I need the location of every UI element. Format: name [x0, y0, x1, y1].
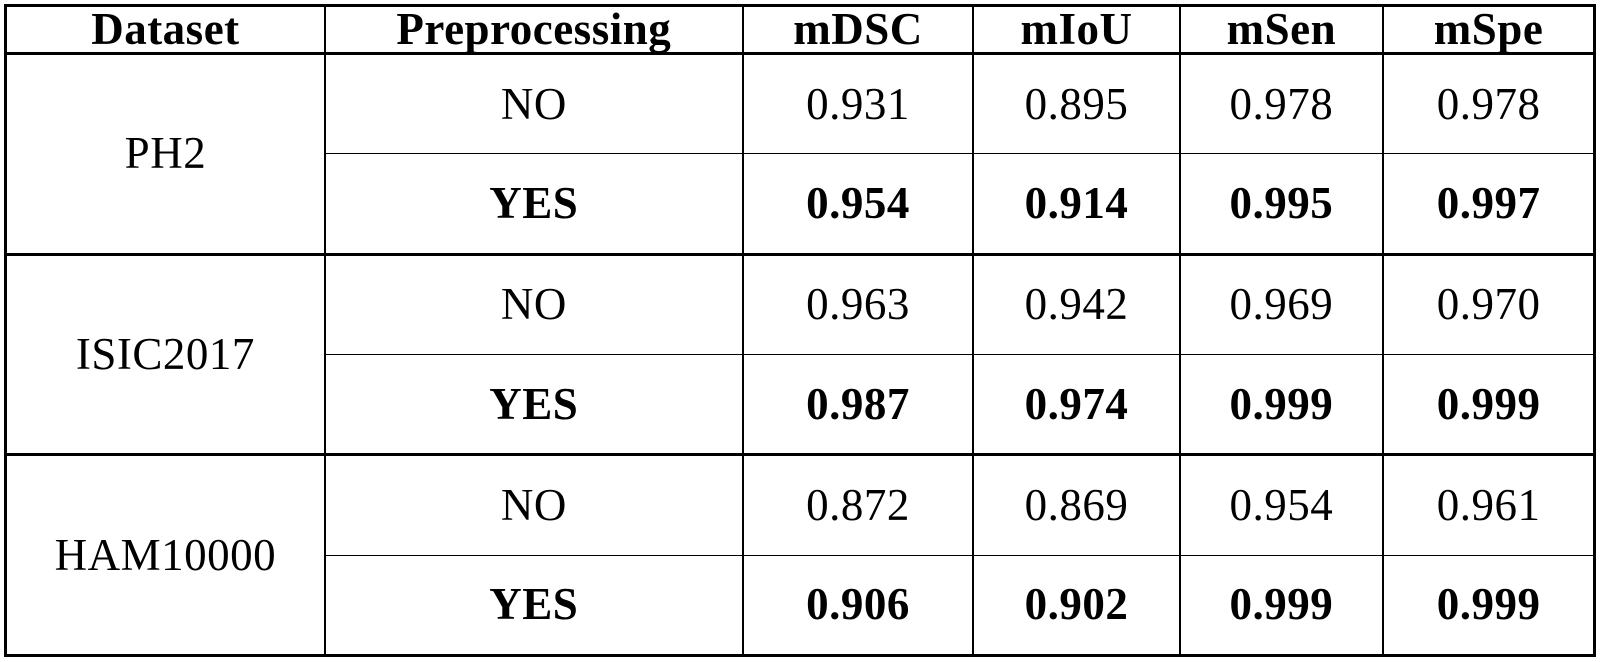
preprocessing-cell: NO	[323, 252, 744, 355]
column-header-miou: mIoU	[972, 5, 1181, 55]
dataset-cell-ph2: PH2	[4, 52, 326, 255]
metric-cell-mdsc: 0.954	[741, 153, 975, 255]
table-row-isic2017-yes: YES 0.987 0.974 0.999 0.999	[6, 353, 1596, 456]
metric-cell-mspe: 0.961	[1382, 453, 1596, 556]
metric-cell-mspe: 0.970	[1382, 252, 1596, 355]
metric-cell-msen: 0.995	[1178, 153, 1385, 255]
metric-cell-mspe: 0.997	[1382, 153, 1596, 255]
column-header-dataset: Dataset	[4, 5, 326, 55]
column-header-mdsc: mDSC	[741, 5, 975, 55]
metric-cell-miou: 0.942	[972, 252, 1181, 355]
metric-cell-msen: 0.954	[1178, 453, 1385, 556]
table-row-ph2-no: PH2 NO 0.931 0.895 0.978 0.978	[4, 51, 1596, 255]
preprocessing-cell: NO	[323, 51, 744, 155]
metric-cell-mdsc: 0.872	[741, 453, 975, 556]
column-header-mspe: mSpe	[1382, 5, 1596, 55]
preprocessing-cell: YES	[323, 554, 744, 657]
metric-cell-msen: 0.969	[1178, 252, 1385, 355]
metric-cell-msen: 0.978	[1178, 51, 1385, 155]
dataset-cell-isic2017: ISIC2017	[4, 252, 326, 456]
column-header-msen: mSen	[1178, 5, 1385, 55]
dataset-cell-ham10000: HAM10000	[4, 453, 326, 656]
metric-cell-miou: 0.974	[972, 353, 1181, 456]
metric-cell-miou: 0.902	[972, 554, 1181, 657]
metric-cell-mdsc: 0.906	[741, 554, 975, 657]
column-header-preprocessing: Preprocessing	[323, 5, 744, 55]
metric-cell-mspe: 0.999	[1382, 554, 1596, 657]
metric-cell-msen: 0.999	[1178, 554, 1385, 657]
metric-cell-mdsc: 0.931	[741, 51, 975, 155]
metric-cell-msen: 0.999	[1178, 353, 1385, 456]
header-row: Dataset Preprocessing mDSC mIoU mSen mSp…	[4, 5, 1596, 55]
table-row-ham10000-yes: YES 0.906 0.902 0.999 0.999	[6, 554, 1596, 657]
metric-cell-mspe: 0.999	[1382, 353, 1596, 456]
preprocessing-cell: YES	[323, 153, 744, 255]
metric-cell-mspe: 0.978	[1382, 51, 1596, 155]
metric-cell-miou: 0.869	[972, 453, 1181, 556]
preprocessing-cell: NO	[323, 453, 744, 556]
table-row-ham10000-no: HAM10000 NO 0.872 0.869 0.954 0.961	[4, 453, 1596, 656]
metric-cell-mdsc: 0.963	[741, 252, 975, 355]
metric-cell-mdsc: 0.987	[741, 353, 975, 456]
metric-cell-miou: 0.895	[972, 51, 1181, 155]
table-row-isic2017-no: ISIC2017 NO 0.963 0.942 0.969 0.970	[4, 252, 1596, 456]
results-table: Dataset Preprocessing mDSC mIoU mSen mSp…	[4, 4, 1596, 657]
preprocessing-cell: YES	[323, 353, 744, 456]
metric-cell-miou: 0.914	[972, 153, 1181, 255]
